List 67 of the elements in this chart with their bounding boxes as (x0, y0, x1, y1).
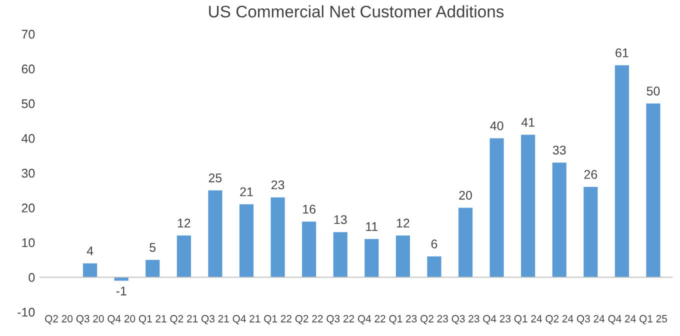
y-tick-label: 30 (22, 168, 35, 178)
data-label: 5 (150, 243, 156, 252)
chart-title: US Commercial Net Customer Additions (209, 5, 504, 18)
x-tick-label: Q3 22 (326, 315, 354, 324)
data-label: 6 (431, 240, 438, 248)
x-tick-label: Q4 21 (232, 315, 260, 324)
x-tick-label: Q3 23 (452, 315, 480, 324)
data-label: 33 (552, 146, 566, 155)
data-label: 25 (208, 173, 222, 182)
x-tick-label: Q3 21 (202, 315, 229, 324)
bar (614, 65, 629, 278)
y-tick-label: 60 (22, 64, 35, 74)
bar (458, 208, 473, 278)
bar (208, 190, 222, 278)
bar (302, 222, 316, 278)
x-tick-label: Q1 24 (514, 315, 542, 324)
x-tick-label: Q4 20 (108, 315, 136, 324)
x-tick-label: Q1 22 (264, 315, 292, 324)
bar (490, 138, 504, 278)
bar (521, 134, 536, 278)
bar (364, 239, 379, 278)
bar (146, 260, 160, 278)
x-tick-label: Q1 25 (640, 315, 667, 324)
data-label: 12 (178, 218, 190, 228)
data-label: 50 (646, 86, 660, 96)
data-label: 11 (366, 222, 378, 231)
data-label: 13 (334, 215, 347, 224)
data-label: 21 (240, 187, 253, 196)
x-tick-label: Q4 23 (483, 315, 511, 324)
y-tick-label: 70 (22, 30, 35, 39)
x-tick-label: Q3 24 (576, 315, 605, 324)
bar (270, 197, 285, 278)
y-tick-label: 50 (22, 99, 35, 108)
x-tick-label: Q1 23 (389, 315, 417, 324)
bar (239, 204, 254, 278)
data-label: 61 (616, 48, 628, 58)
y-tick-label: 0 (28, 273, 35, 282)
x-tick-label: Q2 21 (170, 315, 198, 324)
x-tick-label: Q4 22 (358, 315, 386, 324)
y-tick-label: 20 (22, 204, 35, 212)
bar (176, 236, 191, 278)
y-tick-label: -10 (18, 308, 35, 317)
x-tick-label: Q4 24 (608, 315, 636, 324)
y-tick-label: 10 (22, 238, 35, 248)
bar (333, 232, 348, 278)
x-tick-label: Q2 23 (420, 315, 448, 324)
y-tick-label: 40 (22, 134, 35, 143)
bar (396, 236, 410, 278)
x-tick-label: Q1 21 (138, 315, 166, 324)
x-tick-label: Q2 22 (295, 315, 323, 324)
bar (83, 263, 98, 278)
bar (427, 256, 442, 278)
x-tick-label: Q3 20 (76, 315, 104, 324)
data-label: 4 (86, 246, 94, 256)
data-label: 12 (396, 218, 410, 228)
bar (552, 162, 566, 278)
data-label: 20 (459, 190, 472, 200)
bar (646, 104, 660, 278)
data-label: 23 (271, 180, 284, 190)
data-label: 41 (521, 118, 534, 127)
data-label: -1 (116, 286, 126, 296)
data-label: 26 (584, 170, 598, 179)
bar (584, 186, 598, 278)
data-label: 16 (303, 204, 316, 214)
x-tick-label: Q2 20 (45, 315, 73, 324)
x-tick-label: Q2 24 (546, 315, 574, 324)
data-label: 40 (490, 121, 504, 130)
